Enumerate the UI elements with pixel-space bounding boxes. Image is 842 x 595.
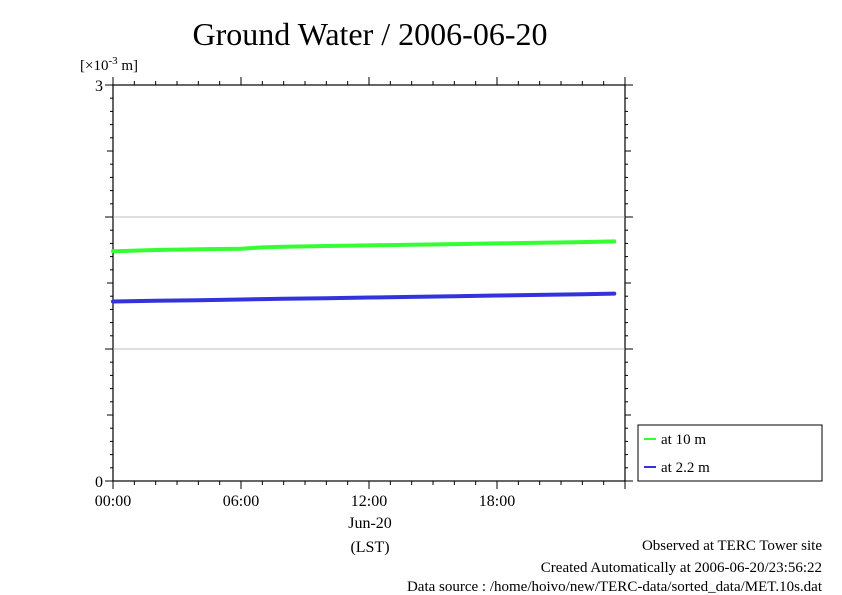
y-tick-label-max: 3 <box>95 78 103 95</box>
x-tick-label-1: 06:00 <box>223 493 259 510</box>
legend: at 10 m at 2.2 m <box>637 424 823 482</box>
series-1-point <box>283 298 285 300</box>
series-0-point <box>112 250 114 252</box>
series-0-point <box>368 244 370 246</box>
series-line-0 <box>111 239 617 254</box>
y-unit-prefix: [×10 <box>80 58 108 74</box>
footer-created: Created Automatically at 2006-06-20/23:5… <box>541 560 822 576</box>
series-0-point <box>613 240 615 243</box>
footer-data-source: Data source : /home/hoivo/new/TERC-data/… <box>407 579 823 595</box>
y-tick-label-min: 0 <box>95 474 103 491</box>
series-1-point <box>453 295 455 297</box>
plot-frame <box>112 84 626 482</box>
series-0-point <box>155 249 157 251</box>
x-tick-labels: 00:00 06:00 12:00 18:00 <box>95 493 515 510</box>
legend-box <box>637 424 823 482</box>
series-1-point <box>155 300 157 302</box>
series-0-point <box>539 242 541 244</box>
series-0-point <box>240 248 242 250</box>
x-axis-label: (LST) <box>350 539 389 556</box>
legend-label-at-10m: at 10 m <box>661 432 706 448</box>
x-tick-label-0: 00:00 <box>95 493 131 510</box>
x-date-label: Jun-20 <box>348 515 392 532</box>
series-1-point <box>613 292 615 295</box>
series-0-point <box>283 246 285 248</box>
series-1-point <box>240 298 242 301</box>
series-1-point <box>539 294 541 296</box>
y-unit-suffix: m] <box>118 58 138 74</box>
legend-label-at-2-2m: at 2.2 m <box>661 460 710 476</box>
y-axis-unit-label: [×10-3 m] <box>80 55 138 74</box>
x-tick-label-2: 12:00 <box>351 493 387 510</box>
series-1-point <box>581 293 583 295</box>
series-0-point <box>581 241 583 243</box>
x-tick-label-3: 18:00 <box>479 493 515 510</box>
series-0-point <box>496 242 498 244</box>
series-0-point <box>411 244 413 246</box>
series-1-point <box>112 300 114 303</box>
series-1-point <box>411 296 413 298</box>
series-0-point <box>325 245 327 247</box>
axis-ticks <box>105 77 633 489</box>
series-0-point <box>197 248 199 250</box>
series-1-point <box>197 299 199 301</box>
chart-title: Ground Water / 2006-06-20 <box>193 16 548 52</box>
y-unit-exponent: -3 <box>108 55 118 67</box>
footer-site: Observed at TERC Tower site <box>642 538 822 554</box>
series-0-point <box>453 243 455 245</box>
series-lines <box>111 239 617 304</box>
series-1-point <box>325 297 327 299</box>
gridlines <box>113 216 625 350</box>
series-1-point <box>496 294 498 297</box>
series-1-point <box>368 296 370 299</box>
series-0-point <box>261 246 263 248</box>
